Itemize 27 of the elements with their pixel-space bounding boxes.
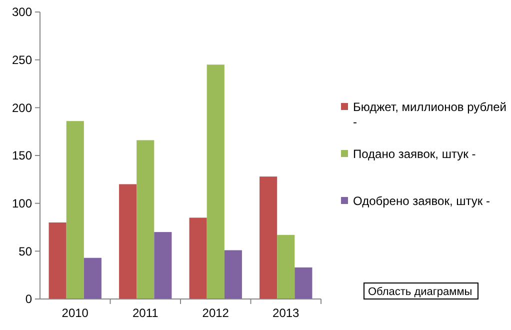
legend-label: Бюджет, миллионов рублей -	[353, 100, 506, 129]
x-tick-label: 2011	[132, 306, 159, 320]
x-tick-label: 2012	[202, 306, 230, 320]
text: Область диаграммы	[368, 286, 472, 298]
y-tick-label: 50	[18, 244, 32, 258]
bar	[224, 250, 242, 299]
y-tick-label: 200	[12, 100, 32, 115]
bar	[48, 222, 66, 299]
legend-label: Подано заявок, штук -	[353, 147, 476, 161]
bar	[189, 218, 207, 299]
bar	[206, 64, 224, 299]
bar	[260, 176, 278, 299]
y-tick-label: 150	[12, 148, 32, 163]
bar	[84, 258, 102, 299]
y-tick-label: 300	[12, 5, 32, 20]
x-tick-label: 2013	[272, 306, 300, 320]
y-tick-label: 250	[12, 53, 32, 68]
bar	[119, 184, 137, 299]
bar	[136, 140, 154, 299]
y-tick-label: 100	[12, 196, 32, 211]
y-tick-label: 0	[25, 292, 32, 306]
x-tick-label: 2010	[62, 306, 89, 320]
bar	[294, 267, 312, 299]
bar	[66, 121, 84, 299]
legend-label: Одобрено заявок, штук -	[353, 194, 490, 208]
bar	[277, 234, 295, 299]
bar	[154, 232, 172, 299]
